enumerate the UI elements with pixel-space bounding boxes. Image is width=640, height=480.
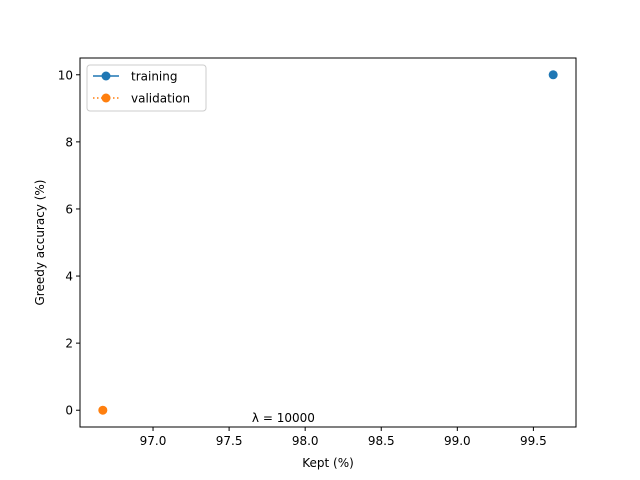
legend-marker-training: [101, 71, 111, 81]
x-tick-label: 99.0: [444, 434, 471, 448]
y-tick-label: 2: [65, 337, 73, 351]
y-axis-label: Greedy accuracy (%): [33, 180, 47, 306]
y-axis-ticks: 0 2 4 6 8 10: [58, 68, 80, 418]
x-tick-label: 97.0: [140, 434, 167, 448]
x-tick-label: 98.5: [368, 434, 395, 448]
x-axis-ticks: 97.0 97.5 98.0 98.5 99.0 99.5: [140, 427, 547, 448]
plot-frame: [79, 57, 577, 428]
x-tick-label: 99.5: [520, 434, 547, 448]
y-tick-label: 6: [65, 202, 73, 216]
data-points: [98, 70, 558, 415]
legend-label-training: training: [131, 70, 178, 84]
legend-label-validation: validation: [131, 92, 190, 106]
x-tick-label: 97.5: [216, 434, 243, 448]
x-axis-label: Kept (%): [302, 456, 354, 470]
y-tick-label: 0: [65, 404, 73, 418]
data-point-training: [548, 70, 558, 80]
legend: training validation: [86, 64, 207, 112]
y-tick-label: 8: [65, 135, 73, 149]
annotation-label: λ = 10000: [252, 411, 315, 425]
legend-marker-validation: [101, 93, 111, 103]
data-point-validation: [98, 405, 108, 415]
plot-area: [80, 58, 576, 427]
y-tick-label: 4: [65, 270, 73, 284]
y-tick-label: 10: [58, 68, 73, 82]
x-tick-label: 98.0: [292, 434, 319, 448]
